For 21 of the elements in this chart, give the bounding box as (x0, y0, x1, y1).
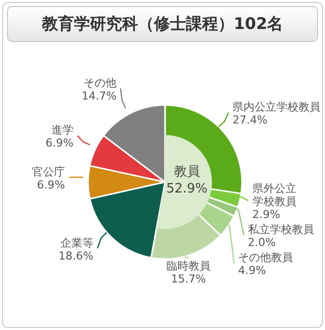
slice-label: 臨時教員 (166, 259, 210, 272)
slice-label: 進学 (51, 124, 74, 137)
slice-label: 企業等 (60, 236, 94, 250)
slice-label: 教員 (174, 164, 200, 180)
chart-title: 教育学研究科（修士課程）102名 (7, 6, 318, 42)
data-label: 6.9% (46, 136, 74, 150)
slice-label: その他 (84, 76, 117, 90)
slice-label: 県内公立学校教員 (232, 100, 321, 114)
data-label: 18.6% (58, 249, 94, 262)
slice-label: 私立学校教員 (248, 223, 314, 236)
data-label: 14.7% (82, 89, 117, 102)
data-label: 52.9% (166, 181, 208, 196)
data-label: 27.4% (232, 113, 268, 126)
data-label: 15.7% (170, 272, 206, 286)
slice-label: 県外公立学校教員 (252, 182, 296, 208)
data-label: 4.9% (238, 264, 266, 278)
slice-label: その他教員 (238, 251, 294, 264)
data-label: 2.0% (248, 236, 276, 250)
data-label: 6.9% (37, 178, 65, 192)
slice-label: 官公庁 (32, 165, 65, 178)
data-label: 2.9% (252, 208, 280, 222)
